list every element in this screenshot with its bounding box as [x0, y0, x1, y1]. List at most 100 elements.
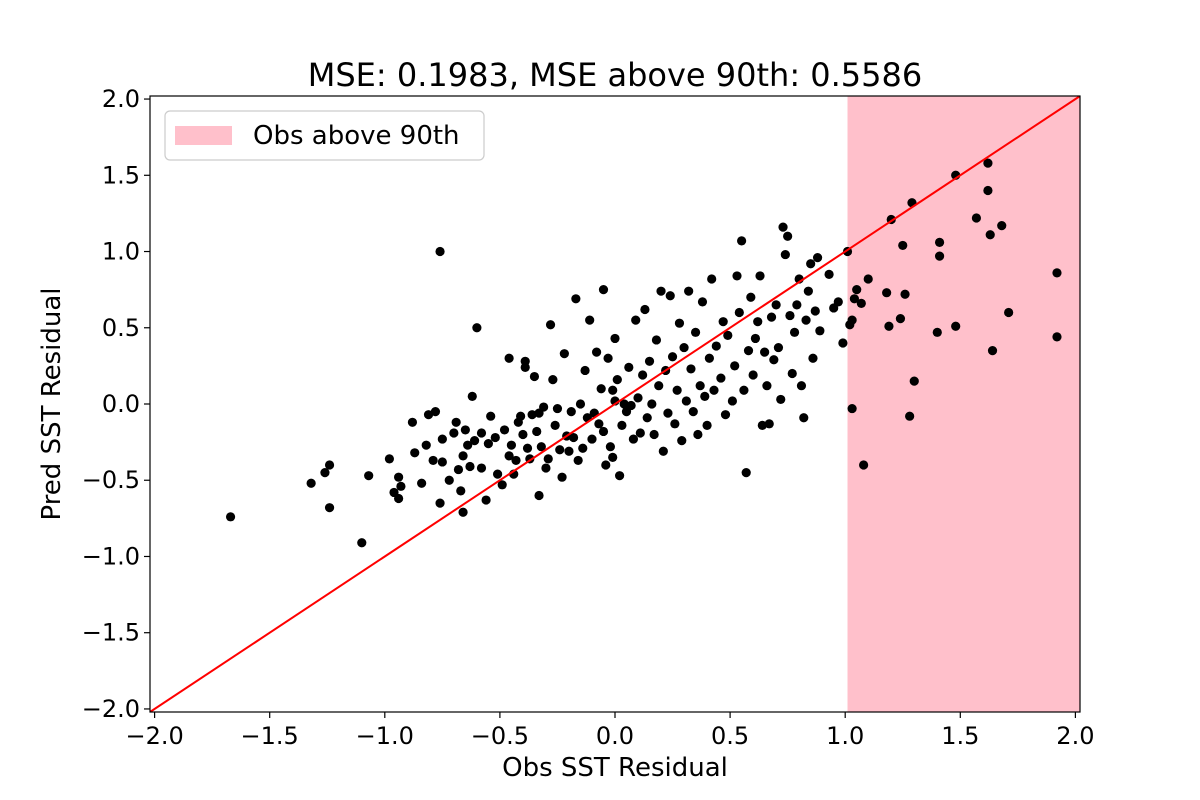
data-point: [633, 393, 643, 403]
data-point: [895, 314, 906, 324]
data-point: [603, 353, 613, 363]
data-point: [644, 356, 655, 366]
data-point: [658, 446, 668, 456]
data-point: [357, 538, 367, 548]
y-axis-label: Pred SST Residual: [37, 287, 67, 520]
data-point: [667, 352, 678, 362]
data-point: [610, 333, 620, 344]
data-point: [591, 347, 602, 357]
data-point: [430, 407, 441, 417]
data-point: [626, 400, 636, 411]
data-point: [764, 419, 774, 429]
x-tick-label: −1.5: [241, 722, 299, 750]
data-point: [663, 408, 673, 418]
data-point: [465, 461, 475, 472]
data-point: [997, 221, 1007, 231]
data-point: [796, 381, 807, 391]
x-tick-label: −2.0: [125, 722, 183, 750]
data-point: [410, 448, 420, 458]
data-point: [898, 240, 908, 251]
data-point: [396, 481, 406, 491]
data-point: [605, 442, 615, 452]
legend-label: Obs above 90th: [253, 121, 460, 151]
x-axis-label: Obs SST Residual: [502, 753, 728, 783]
data-point: [435, 246, 445, 257]
data-point: [707, 274, 717, 284]
data-point: [824, 269, 834, 279]
data-point: [463, 440, 473, 450]
data-point: [704, 353, 714, 363]
data-point: [453, 464, 464, 475]
data-point: [407, 417, 418, 427]
data-point: [778, 222, 788, 232]
data-point: [753, 317, 763, 327]
data-point: [598, 285, 609, 295]
data-point: [532, 426, 542, 437]
data-point: [624, 362, 634, 373]
data-point: [534, 490, 544, 501]
data-point: [695, 381, 705, 391]
data-point: [384, 454, 395, 464]
data-point: [580, 365, 590, 376]
data-point: [566, 407, 576, 417]
legend-box: [164, 110, 485, 161]
y-tick-label: −0.5: [82, 466, 140, 494]
data-point: [608, 385, 618, 395]
data-point: [476, 463, 487, 473]
data-point: [905, 411, 915, 421]
data-point: [483, 439, 493, 449]
y-tick-label: 0.5: [102, 314, 140, 342]
data-point: [617, 420, 627, 430]
data-point: [766, 312, 777, 322]
data-point: [748, 370, 758, 380]
data-point: [460, 425, 470, 435]
data-point: [324, 503, 335, 513]
data-point: [743, 346, 754, 356]
data-point: [575, 399, 586, 409]
data-point: [552, 403, 563, 414]
data-point: [732, 271, 742, 281]
data-point: [1052, 268, 1062, 278]
data-point: [638, 370, 648, 380]
data-point: [469, 435, 480, 446]
data-point: [596, 384, 606, 394]
data-point: [723, 330, 733, 340]
data-point: [812, 253, 823, 263]
data-point: [640, 304, 650, 315]
data-point: [783, 231, 793, 241]
data-point: [776, 394, 786, 405]
data-point: [492, 469, 503, 479]
x-tick-label: −0.5: [471, 722, 529, 750]
data-point: [665, 291, 675, 301]
data-point: [909, 376, 919, 386]
data-point: [428, 455, 438, 466]
data-point: [647, 399, 657, 409]
data-point: [727, 396, 738, 406]
data-point: [364, 471, 374, 481]
data-point: [690, 327, 701, 337]
data-point: [458, 507, 468, 517]
data-point: [847, 403, 857, 414]
data-point: [394, 472, 404, 482]
data-point: [716, 373, 726, 383]
data-point: [564, 446, 574, 456]
data-point: [504, 353, 514, 363]
data-point: [702, 420, 712, 430]
data-point: [619, 399, 629, 409]
data-point: [882, 288, 892, 298]
data-point: [529, 371, 540, 382]
data-point: [539, 402, 549, 412]
data-point: [700, 391, 710, 401]
data-point: [543, 454, 553, 464]
data-point: [801, 315, 811, 325]
data-point: [780, 249, 790, 260]
data-point: [435, 498, 445, 508]
data-point: [686, 364, 696, 374]
data-point: [709, 385, 719, 395]
data-point: [757, 420, 767, 430]
data-point: [856, 298, 866, 308]
data-point: [628, 434, 639, 444]
data-point: [884, 321, 894, 331]
data-point: [983, 158, 993, 168]
data-point: [739, 385, 749, 395]
